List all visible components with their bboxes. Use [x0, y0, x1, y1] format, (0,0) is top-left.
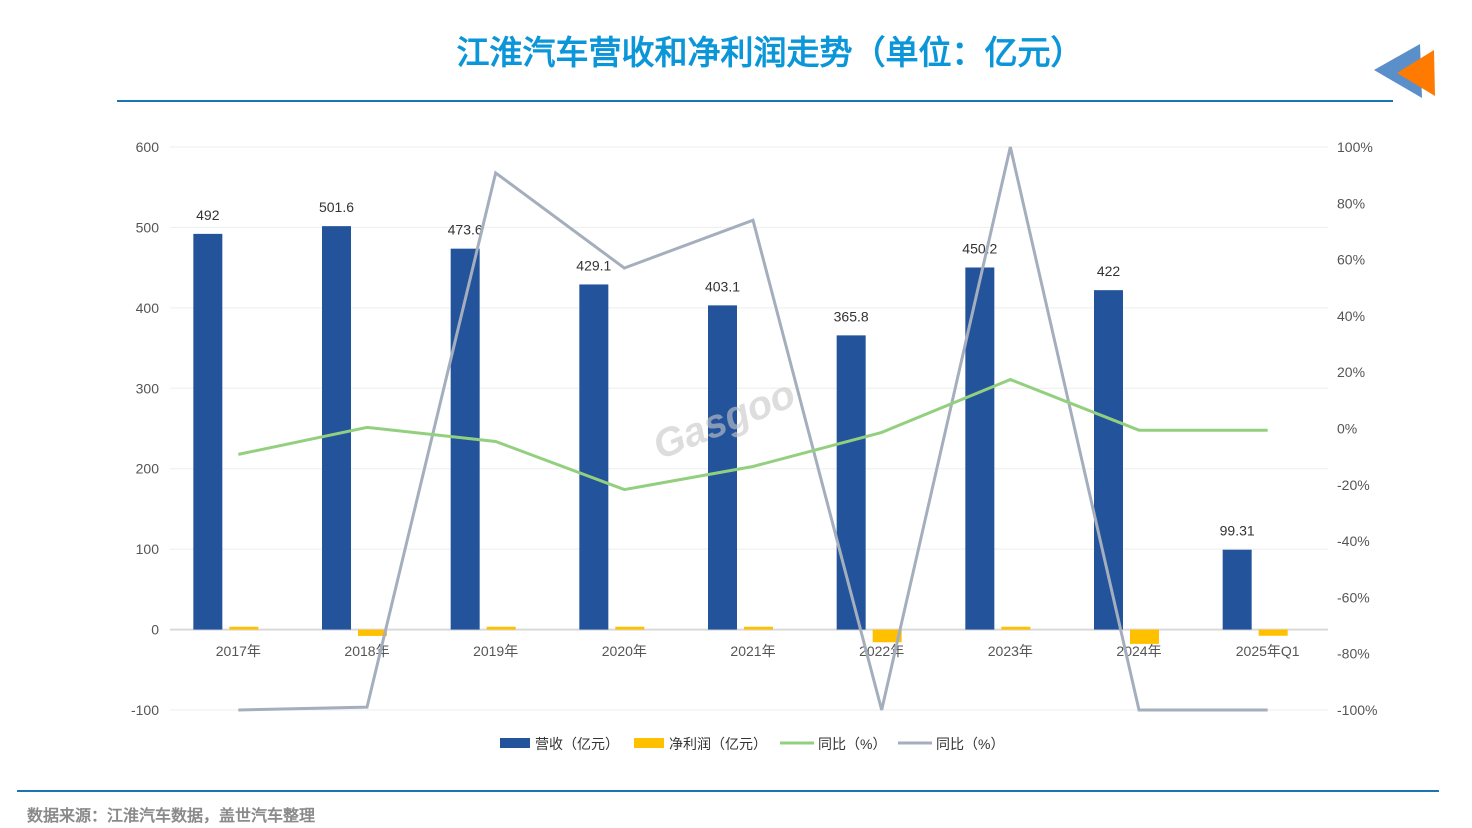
revenue-data-label: 492	[196, 207, 220, 223]
revenue-bar	[579, 284, 609, 630]
net-profit-bar	[229, 626, 259, 630]
yoy-profit-line	[238, 146, 1268, 712]
legend-label: 净利润（亿元）	[669, 736, 767, 752]
source-note: 数据来源：江淮汽车数据，盖世汽车整理	[27, 806, 316, 825]
revenue-data-label: 422	[1097, 263, 1121, 279]
revenue-data-label: 99.31	[1220, 523, 1255, 539]
title-divider	[117, 100, 1393, 102]
y-left-tick-label: 600	[136, 139, 160, 155]
revenue-bar	[708, 305, 737, 630]
yoy-revenue-line	[238, 377, 1268, 492]
y-right-tick-label: -60%	[1337, 589, 1370, 605]
revenue-data-label: 501.6	[319, 199, 354, 215]
y-right-tick-label: -100%	[1337, 702, 1377, 718]
legend-label: 同比（%）	[936, 736, 1004, 752]
revenue-data-label: 450.2	[962, 240, 997, 256]
y-left-tick-label: 100	[136, 541, 160, 557]
legend-label: 同比（%）	[818, 736, 886, 752]
y-left-tick-label: -100	[131, 702, 159, 718]
y-right-tick-label: 60%	[1337, 252, 1365, 268]
revenue-bar	[1222, 549, 1252, 630]
y-right-tick-label: 20%	[1337, 364, 1365, 380]
y-right-tick-label: -80%	[1337, 646, 1370, 662]
net-profit-bar	[615, 626, 645, 630]
revenue-bar	[193, 233, 223, 630]
net-profit-bar	[486, 626, 516, 630]
y-right-tick-label: -40%	[1337, 533, 1370, 549]
net-profit-bar	[1130, 629, 1159, 644]
net-profit-bar	[1258, 629, 1288, 636]
chart: 600 500 400 300 200 100 0 -100 100% 80% 60% 40% 20% 0…	[131, 139, 1378, 752]
x-tick-label: 2017年	[216, 643, 261, 659]
legend-swatch	[634, 738, 664, 748]
footer-divider	[17, 790, 1439, 792]
x-tick-label: 2025年Q1	[1236, 643, 1300, 659]
page-title: 江淮汽车营收和净利润走势（单位：亿元）	[456, 33, 1084, 72]
x-tick-label: 2021年	[730, 643, 775, 659]
legend-swatch	[500, 738, 530, 748]
y-right-tick-label: 100%	[1337, 139, 1373, 155]
logo-arrows-icon	[1374, 44, 1435, 98]
revenue-data-label: 429.1	[576, 257, 611, 273]
revenue-data-label: 403.1	[705, 278, 740, 294]
y-right-tick-label: -20%	[1337, 477, 1370, 493]
x-tick-label: 2019年	[473, 643, 518, 659]
revenue-bar	[322, 226, 351, 630]
revenue-data-label: 365.8	[834, 308, 869, 324]
y-left-tick-label: 0	[151, 622, 159, 638]
legend-label: 营收（亿元）	[535, 736, 619, 752]
y-left-tick-label: 200	[136, 461, 160, 477]
revenue-data-label: 473.6	[448, 222, 483, 238]
y-left-tick-label: 300	[136, 380, 160, 396]
y-right-tick-label: 40%	[1337, 308, 1365, 324]
x-tick-label: 2020年	[602, 643, 647, 659]
net-profit-bar	[744, 626, 773, 630]
y-left-tick-label: 400	[136, 300, 160, 316]
x-tick-label: 2023年	[988, 643, 1033, 659]
y-right-tick-label: 80%	[1337, 195, 1365, 211]
y-left-tick-label: 500	[136, 219, 160, 235]
net-profit-bar	[872, 629, 902, 643]
revenue-bar	[836, 335, 866, 630]
net-profit-bar	[1001, 626, 1031, 630]
y-right-tick-label: 0%	[1337, 421, 1357, 437]
net-profit-bar	[358, 629, 387, 636]
